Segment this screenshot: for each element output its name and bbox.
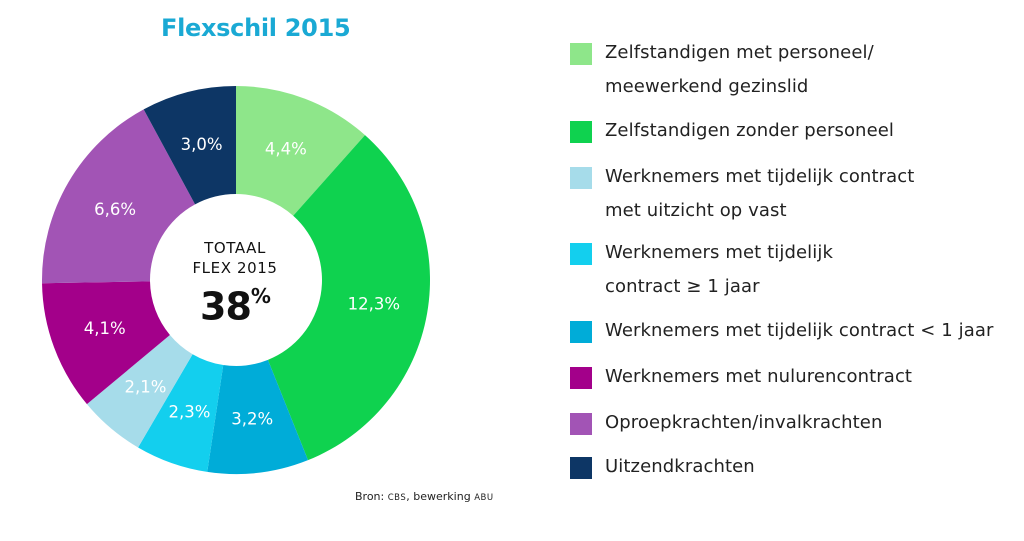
legend-label-line-2: contract ≥ 1 jaar [605, 276, 760, 297]
legend-item: Werknemers met nulurencontract [570, 364, 912, 394]
legend-label-line-1: Werknemers met nulurencontract [605, 366, 913, 387]
slice-value-label: 3,2% [231, 410, 273, 429]
legend-swatch [570, 243, 592, 265]
legend-label-line-1: Uitzendkrachten [605, 456, 755, 477]
slice-value-label: 6,6% [94, 200, 136, 219]
legend-label-line-1: Werknemers met tijdelijk [605, 242, 834, 263]
slice-value-label: 4,1% [84, 319, 126, 338]
donut-slice [86, 335, 193, 448]
source-mid: , bewerking [406, 490, 471, 503]
slice-value-label: 12,3% [348, 295, 400, 314]
slice-value-label: 4,4% [265, 140, 307, 159]
legend-item: Werknemers met tijdelijk contract < 1 ja… [570, 318, 993, 348]
source-note: Bron: CBS, bewerking ABU [355, 490, 494, 503]
legend-swatch [570, 321, 592, 343]
source-prefix: Bron: [355, 490, 385, 503]
center-value-unit: % [250, 284, 271, 308]
legend-swatch [570, 413, 592, 435]
chart-title: Flexschil 2015 [161, 14, 351, 42]
legend-label-line-1: Zelfstandigen zonder personeel [605, 120, 895, 141]
donut-slice [267, 135, 431, 461]
legend-swatch [570, 367, 592, 389]
legend-label-line-1: Zelfstandigen met personeel/ [605, 42, 874, 63]
legend-item: Oproepkrachten/invalkrachten [570, 410, 882, 440]
slice-value-label: 3,0% [181, 135, 223, 154]
center-line-1: TOTAAL [204, 239, 266, 257]
slice-value-label: 2,1% [125, 377, 167, 396]
legend-label: Werknemers met tijdelijk contract met uit… [605, 160, 914, 228]
center-line-2: FLEX 2015 [192, 259, 278, 277]
donut-slice [236, 86, 366, 216]
donut-slice [42, 281, 170, 405]
legend-item: Werknemers met tijdelijk contract met uit… [570, 164, 914, 228]
legend-item: Werknemers met tijdelijk contract ≥ 1 jaa… [570, 240, 833, 304]
legend-swatch [570, 43, 592, 65]
source-org: CBS [387, 493, 407, 503]
legend-item: Zelfstandigen zonder personeel [570, 118, 894, 148]
legend-label: Werknemers met tijdelijk contract ≥ 1 jaa… [605, 236, 833, 304]
legend-label-line-1: Oproepkrachten/invalkrachten [605, 412, 883, 433]
center-value: 38% [145, 278, 325, 328]
legend-swatch [570, 457, 592, 479]
center-value-number: 38 [200, 284, 252, 329]
donut-slice [138, 354, 224, 472]
legend-swatch [570, 121, 592, 143]
legend-label-line-2: met uitzicht op vast [605, 200, 787, 221]
legend-label: Uitzendkrachten [605, 450, 755, 484]
legend-label: Werknemers met tijdelijk contract < 1 ja… [605, 314, 993, 348]
donut-slice [143, 86, 236, 205]
source-org2: ABU [474, 493, 494, 503]
legend-item: Uitzendkrachten [570, 454, 755, 484]
donut-slice [207, 359, 309, 475]
legend-label: Zelfstandigen met personeel/meewerkend g… [605, 36, 874, 104]
legend-item: Zelfstandigen met personeel/meewerkend g… [570, 40, 874, 104]
legend-label-line-1: Werknemers met tijdelijk contract < 1 ja… [605, 320, 994, 341]
legend-label-line-2: meewerkend gezinslid [605, 76, 809, 97]
legend-label: Werknemers met nulurencontract [605, 360, 912, 394]
legend-swatch [570, 167, 592, 189]
donut-slice [42, 109, 196, 284]
center-total: TOTAAL FLEX 2015 38% [145, 238, 325, 328]
slice-value-label: 2,3% [168, 403, 210, 422]
legend-label: Zelfstandigen zonder personeel [605, 114, 894, 148]
legend-label-line-1: Werknemers met tijdelijk contract [605, 166, 915, 187]
legend-label: Oproepkrachten/invalkrachten [605, 406, 882, 440]
